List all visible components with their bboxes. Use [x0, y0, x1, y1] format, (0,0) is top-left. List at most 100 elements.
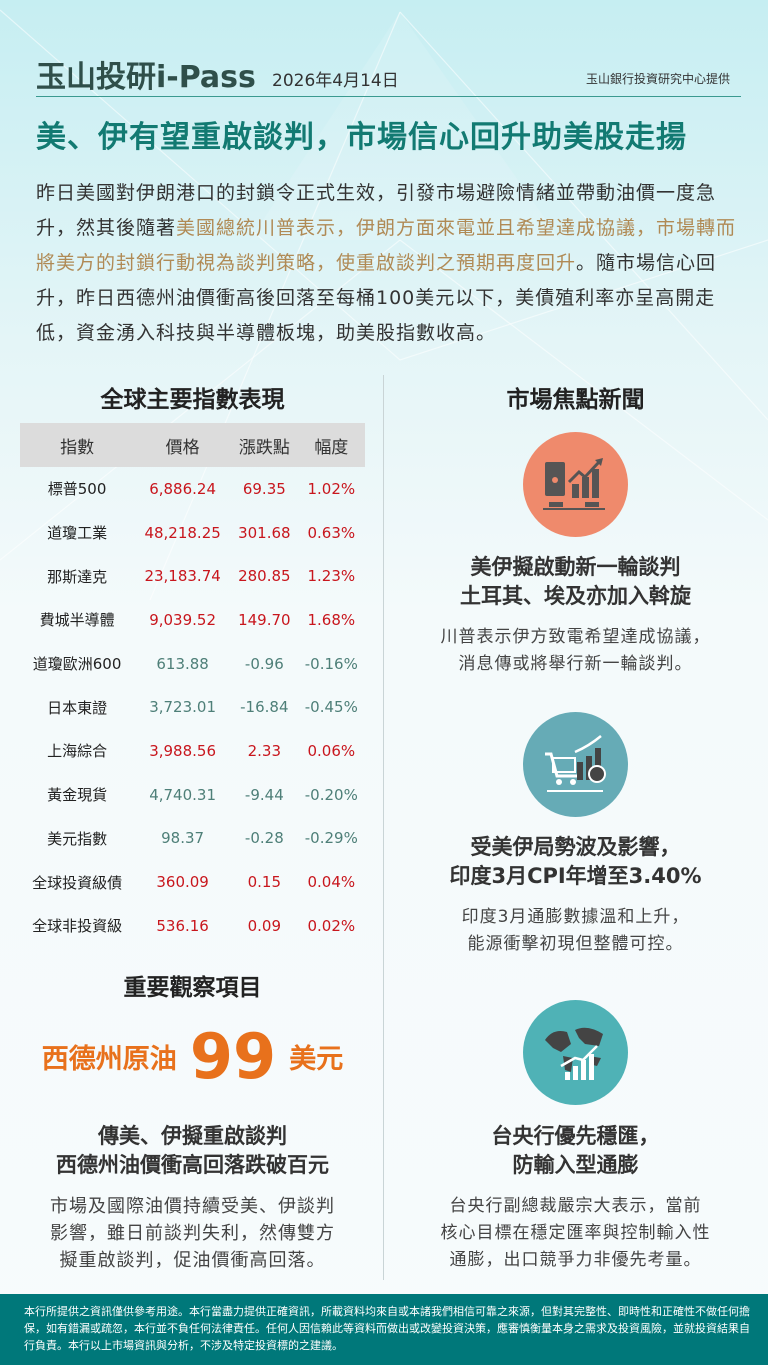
- news-item-title: 台央行優先穩匯， 防輸入型通膨: [393, 1122, 758, 1180]
- desc-line: 川普表示伊方致電希望達成協議，: [440, 627, 711, 647]
- desc-line: 能源衝擊初現但整體可控。: [467, 934, 684, 954]
- index-name: 費城半導體: [39, 611, 115, 630]
- watch-value: 99: [189, 1020, 277, 1093]
- watch-highlight: 西德州原油 99 美元: [20, 1020, 365, 1093]
- title-line: 印度3月CPI年增至3.40%: [449, 864, 702, 888]
- table-row: 美元指數 98.37 -0.28 -0.29%: [20, 817, 365, 861]
- index-price: 23,183.74: [144, 567, 221, 586]
- index-price: 6,886.24: [149, 479, 216, 498]
- desc-line: 印度3月通膨數據溫和上升，: [461, 907, 690, 927]
- index-change: 69.35: [242, 479, 286, 498]
- summary-text: 昨日美國對伊朗港口的封鎖令正式生效，引發市場避險情緒並帶動油價一度急升，然其後隨…: [36, 182, 717, 239]
- headline: 美、伊有望重啟談判，市場信心回升助美股走揚: [36, 120, 687, 155]
- globe-growth-chart-icon: [523, 1000, 628, 1105]
- index-percent: 1.23%: [307, 567, 356, 586]
- index-name: 道瓊工業: [47, 524, 108, 543]
- index-name: 道瓊歐洲600: [32, 655, 122, 674]
- index-percent: -0.20%: [304, 785, 358, 804]
- table-row: 全球投資級債 360.09 0.15 0.04%: [20, 860, 365, 904]
- summary-paragraph: 昨日美國對伊朗港口的封鎖令正式生效，引發市場避險情緒並帶動油價一度急升，然其後隨…: [36, 176, 748, 351]
- table-row: 日本東證 3,723.01 -16.84 -0.45%: [20, 685, 365, 729]
- index-percent: 0.02%: [307, 916, 356, 935]
- index-price: 98.37: [161, 829, 205, 848]
- index-percent: 0.06%: [307, 741, 356, 760]
- column-header: 漲跌點: [231, 423, 298, 467]
- indices-title: 全球主要指數表現: [100, 387, 285, 413]
- watch-label: 西德州原油: [41, 1044, 177, 1075]
- title-line: 台央行優先穩匯，: [491, 1124, 660, 1148]
- table-row: 道瓊歐洲600 613.88 -0.96 -0.16%: [20, 642, 365, 686]
- index-price: 360.09: [156, 873, 209, 892]
- summary-highlight: 美國總統川普表示，伊朗方面來電並且希望達成協議，市場轉而將美方的封鎖行動視為談判…: [36, 217, 737, 274]
- summary-text: 。隨市場信心回升，昨日西德州油價衝高後回落至每桶100美元以下，美債殖利率亦呈高…: [36, 252, 717, 344]
- title-line: 受美伊局勢波及影響，: [470, 835, 681, 859]
- title-line: 土耳其、埃及亦加入斡旋: [460, 584, 691, 608]
- column-divider: [383, 375, 384, 1280]
- source-label: 玉山銀行投資研究中心提供: [585, 72, 730, 86]
- app-title: 玉山投研i-Pass: [36, 60, 256, 95]
- index-price: 613.88: [156, 654, 209, 673]
- watch-news-desc: 市場及國際油價持續受美、伊談判 影響，雖日前談判失利，然傳雙方 擬重啟談判，促油價衝…: [20, 1193, 365, 1274]
- index-price: 536.16: [156, 916, 209, 935]
- title-line: 西德州油價衝高回落跌破百元: [56, 1153, 329, 1177]
- index-price: 4,740.31: [149, 785, 216, 804]
- index-name: 全球投資級債: [32, 873, 123, 892]
- title-line: 美伊擬啟動新一輪談判: [470, 555, 681, 579]
- desc-line: 消息傳或將舉行新一輪談判。: [458, 654, 693, 674]
- news-item-title: 美伊擬啟動新一輪談判 土耳其、埃及亦加入斡旋: [393, 553, 758, 611]
- title-line: 防輸入型通膨: [512, 1153, 639, 1177]
- indices-table: 指數 價格 漲跌點 幅度 標普500 6,886.24 69.35 1.02% 道瓊工業 48,…: [20, 423, 365, 948]
- index-percent: -0.16%: [304, 654, 358, 673]
- background-decoration: [0, 9, 768, 600]
- index-name: 上海綜合: [47, 742, 108, 761]
- table-row: 費城半導體 9,039.52 149.70 1.68%: [20, 598, 365, 642]
- index-percent: 1.68%: [307, 610, 356, 629]
- watch-news-title: 傳美、伊擬重啟談判西德州油價衝高回落跌破百元: [20, 1122, 365, 1180]
- news-item-title: 受美伊局勢波及影響， 印度3月CPI年增至3.40%: [393, 833, 758, 891]
- title-line: 傳美、伊擬重啟談判: [98, 1124, 287, 1148]
- desc-line: 影響，雖日前談判失利，然傳雙方: [50, 1223, 335, 1244]
- index-change: -0.96: [244, 654, 284, 673]
- index-change: 0.15: [247, 873, 282, 892]
- desc-line: 台央行副總裁嚴宗大表示，當前: [449, 1196, 702, 1216]
- table-row: 標普500 6,886.24 69.35 1.02%: [20, 467, 365, 511]
- index-price: 3,988.56: [149, 741, 216, 760]
- watch-title: 重要觀察項目: [123, 975, 262, 1001]
- table-row: 上海綜合 3,988.56 2.33 0.06%: [20, 729, 365, 773]
- index-change: -16.84: [240, 698, 289, 717]
- column-header: 指數: [20, 423, 135, 467]
- index-price: 48,218.25: [144, 523, 221, 542]
- index-price: 3,723.01: [149, 698, 216, 717]
- table-row: 全球非投資級 536.16 0.09 0.02%: [20, 904, 365, 948]
- news-title: 市場焦點新聞: [506, 387, 645, 413]
- news-item-desc: 川普表示伊方致電希望達成協議， 消息傳或將舉行新一輪談判。: [393, 624, 758, 678]
- index-name: 標普500: [47, 480, 107, 499]
- index-name: 日本東證: [47, 698, 108, 717]
- desc-line: 核心目標在穩定匯率與控制輸入性: [440, 1223, 711, 1243]
- header-divider: [36, 96, 741, 97]
- index-change: 0.09: [247, 916, 282, 935]
- table-row: 黃金現貨 4,740.31 -9.44 -0.20%: [20, 773, 365, 817]
- index-change: 280.85: [238, 567, 291, 586]
- index-change: 301.68: [238, 523, 291, 542]
- index-name: 那斯達克: [47, 567, 108, 586]
- watch-unit: 美元: [289, 1044, 344, 1075]
- index-change: -0.28: [244, 829, 284, 848]
- index-name: 美元指數: [47, 829, 108, 848]
- index-percent: 1.02%: [307, 479, 356, 498]
- index-change: 149.70: [238, 610, 291, 629]
- column-header: 幅度: [297, 423, 365, 467]
- desc-line: 擬重啟談判，促油價衝高回落。: [59, 1250, 326, 1271]
- index-percent: 0.04%: [307, 873, 356, 892]
- table-row: 那斯達克 23,183.74 280.85 1.23%: [20, 554, 365, 598]
- index-name: 黃金現貨: [47, 786, 108, 805]
- disclaimer-footer: 本行所提供之資訊僅供參考用途。本行當盡力提供正確資訊，所載資料均來自或本諸我們相…: [0, 1294, 768, 1365]
- index-price: 9,039.52: [149, 610, 216, 629]
- index-change: 2.33: [247, 741, 282, 760]
- report-date: 2026年4月14日: [272, 71, 399, 91]
- news-item-desc: 台央行副總裁嚴宗大表示，當前 核心目標在穩定匯率與控制輸入性 通膨，出口競爭力非優先…: [393, 1193, 758, 1274]
- index-percent: -0.45%: [304, 698, 358, 717]
- index-percent: -0.29%: [304, 829, 358, 848]
- index-change: -9.44: [244, 785, 284, 804]
- oil-barrel-chart-icon: [523, 432, 628, 537]
